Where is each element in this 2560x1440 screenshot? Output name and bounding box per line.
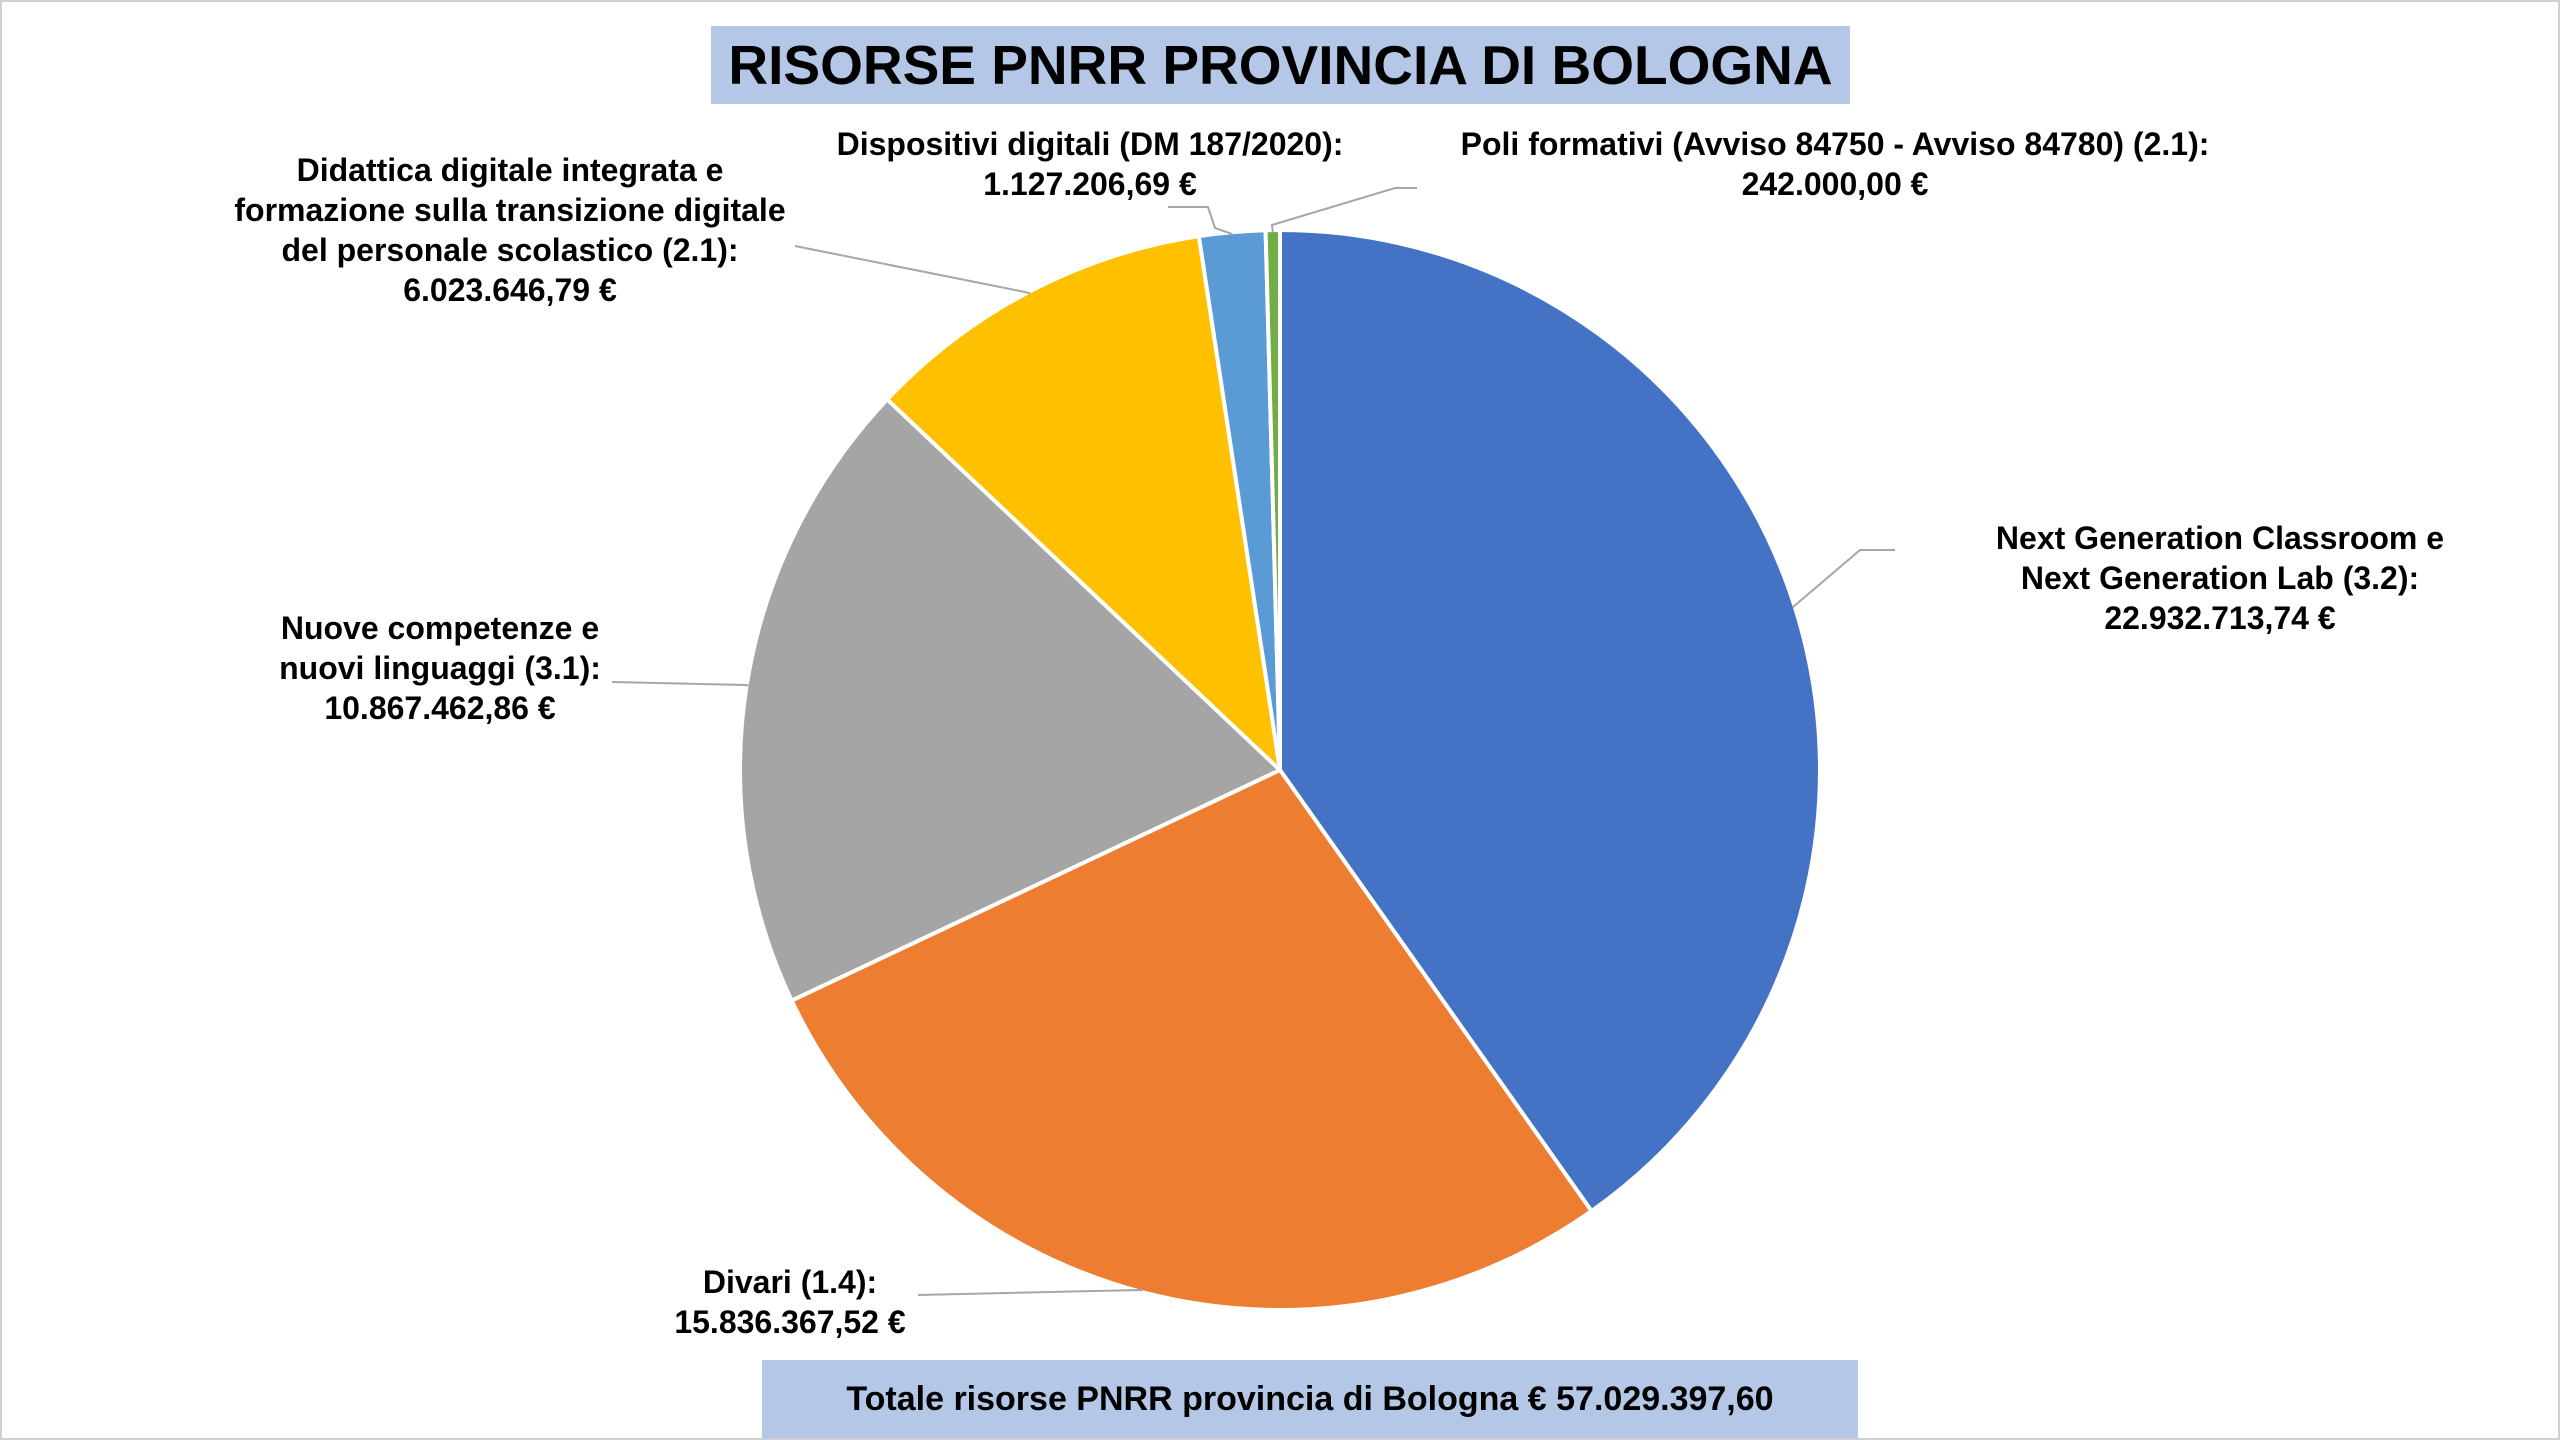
slice-label-line: Nuove competenze e	[280, 610, 600, 646]
pie-slice-4	[885, 234, 1282, 772]
slice-label-line: Didattica digitale integrata e	[296, 152, 724, 188]
slice-label-line: nuovi linguaggi (3.1):	[279, 650, 601, 686]
slice-label-1: Next Generation Classroom e Next Generati…	[1960, 518, 2480, 638]
leader-line-2	[917, 1288, 1144, 1296]
slice-value-label: 10.867.462,86 €	[324, 690, 556, 726]
slice-label-line: Poli formativi (Avviso 84750 - Avviso 84…	[1460, 126, 2210, 162]
slice-value-label: 1.127.206,69 €	[983, 166, 1197, 202]
slice-label-2: Divari (1.4): 15.836.367,52 €	[640, 1262, 940, 1342]
leader-line-3	[611, 681, 749, 687]
slice-label-line: del personale scolastico (2.1):	[281, 232, 739, 268]
slice-value-label: 15.836.367,52 €	[674, 1304, 906, 1340]
slice-label-3: Nuove competenze e nuovi linguaggi (3.1):…	[230, 608, 650, 728]
leader-line-1	[1792, 549, 1895, 608]
total-box: Totale risorse PNRR provincia di Bologna…	[762, 1360, 1858, 1438]
total-resources-text: Totale risorse PNRR provincia di Bologna…	[846, 1379, 1774, 1418]
slice-label-5: Dispositivi digitali (DM 187/2020): 1.127…	[795, 124, 1385, 204]
slice-value-label: 22.932.713,74 €	[2104, 600, 2336, 636]
pie-slice-2	[789, 768, 1594, 1312]
slice-value-label: 6.023.646,79 €	[403, 272, 617, 308]
slice-label-line: Next Generation Lab (3.2):	[2020, 560, 2420, 596]
slice-label-line: Next Generation Classroom e	[1995, 520, 2445, 556]
slice-label-6: Poli formativi (Avviso 84750 - Avviso 84…	[1400, 124, 2270, 204]
slice-label-line: Dispositivi digitali (DM 187/2020):	[836, 126, 1344, 162]
leader-line-4	[794, 245, 1031, 295]
slice-label-4: Didattica digitale integrata e formazione…	[170, 150, 850, 310]
slice-value-label: 242.000,00 €	[1741, 166, 1929, 202]
chart-title-box: RISORSE PNRR PROVINCIA DI BOLOGNA	[711, 26, 1850, 104]
chart-title: RISORSE PNRR PROVINCIA DI BOLOGNA	[728, 34, 1833, 96]
leader-line-6	[1270, 187, 1417, 233]
slice-label-line: Divari (1.4):	[702, 1264, 878, 1300]
leader-line-5	[1168, 206, 1233, 236]
slice-label-line: formazione sulla transizione digitale	[234, 192, 786, 228]
